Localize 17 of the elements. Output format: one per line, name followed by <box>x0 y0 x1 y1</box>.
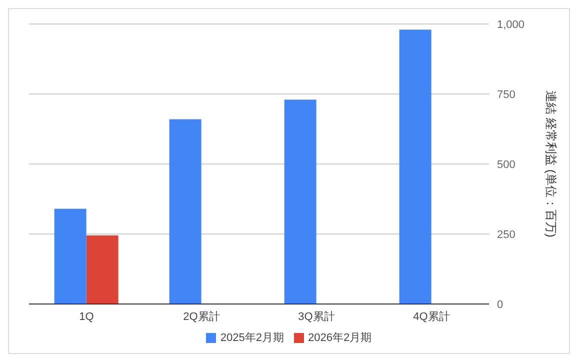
bar <box>54 208 86 304</box>
legend-label: 2025年2月期 <box>220 332 284 344</box>
y-tick-label: 750 <box>497 88 516 101</box>
x-tick-label: 1Q <box>79 310 94 323</box>
x-tick-label: 3Q累計 <box>298 310 335 323</box>
bar <box>284 100 316 304</box>
y-tick-label: 0 <box>497 298 504 311</box>
y-tick-label: 500 <box>497 158 516 171</box>
x-tick-label: 2Q累計 <box>183 310 220 323</box>
bar <box>169 119 202 304</box>
x-tick-label: 4Q累計 <box>413 310 450 323</box>
legend-label: 2026年2月期 <box>308 332 372 344</box>
bar <box>399 30 432 304</box>
y-axis-title: 連結 経常利益 (単位：百万) <box>544 90 558 238</box>
y-tick-label: 250 <box>497 228 516 241</box>
y-tick-label: 1,000 <box>497 18 525 31</box>
bar <box>86 235 118 304</box>
